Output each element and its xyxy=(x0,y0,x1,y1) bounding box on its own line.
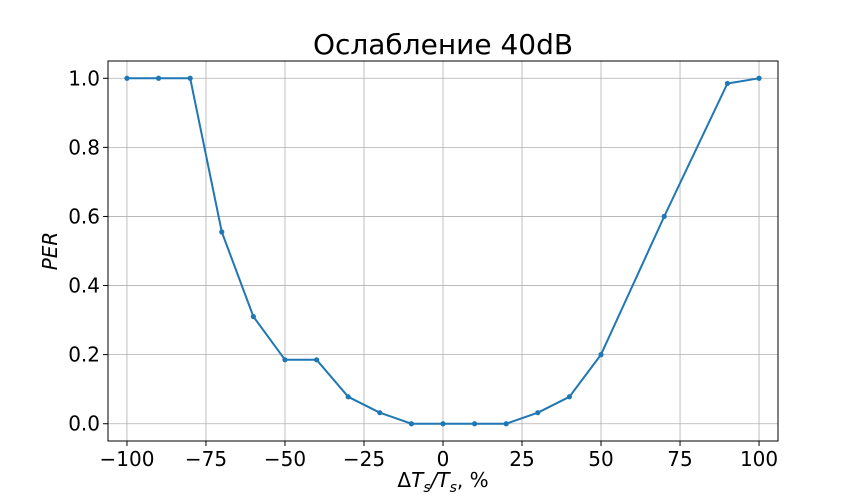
data-point xyxy=(503,421,509,427)
x-tick-label: 50 xyxy=(588,447,613,471)
x-tick-label: −75 xyxy=(185,447,227,471)
data-point xyxy=(661,213,667,220)
series-layer xyxy=(124,75,762,427)
data-point xyxy=(535,410,541,416)
data-point xyxy=(756,75,762,81)
y-tick-label: 0.8 xyxy=(68,135,100,159)
y-axis-label: PER xyxy=(38,232,62,271)
x-axis-label: ΔTs/Ts, % xyxy=(397,468,488,496)
data-point xyxy=(155,75,162,81)
x-tick-label: −25 xyxy=(343,447,385,471)
x-tick-label: 25 xyxy=(509,447,534,471)
x-tick-label: 75 xyxy=(667,447,692,471)
data-point xyxy=(313,357,320,363)
data-point xyxy=(598,352,604,358)
data-point xyxy=(472,421,478,427)
x-tick-label: −50 xyxy=(264,447,306,471)
x-tick-label: 0 xyxy=(437,447,450,471)
y-tick-label: 1.0 xyxy=(68,66,100,90)
data-point xyxy=(187,75,193,81)
y-tick-label: 0.2 xyxy=(68,343,100,367)
chart-title: Ослабление 40dB xyxy=(313,28,573,61)
data-point xyxy=(566,394,573,400)
data-point xyxy=(408,421,414,427)
data-point xyxy=(219,229,225,235)
grid xyxy=(108,61,778,441)
data-point xyxy=(345,394,351,400)
data-point xyxy=(724,80,731,87)
y-tick-label: 0.0 xyxy=(68,412,100,436)
data-point xyxy=(377,410,383,416)
y-tick-label: 0.6 xyxy=(68,204,100,228)
data-point xyxy=(282,357,288,363)
x-tick-label: 100 xyxy=(740,447,778,471)
data-point xyxy=(124,75,130,81)
ticks: −100 −75 −50 −25 0 25 50 75 100 0.0 0.2 0.4 0.6 0.8 1.… xyxy=(68,66,778,471)
y-tick-label: 0.4 xyxy=(68,274,100,298)
data-point xyxy=(250,314,256,320)
x-tick-label: −100 xyxy=(99,447,154,471)
data-point xyxy=(440,421,446,427)
